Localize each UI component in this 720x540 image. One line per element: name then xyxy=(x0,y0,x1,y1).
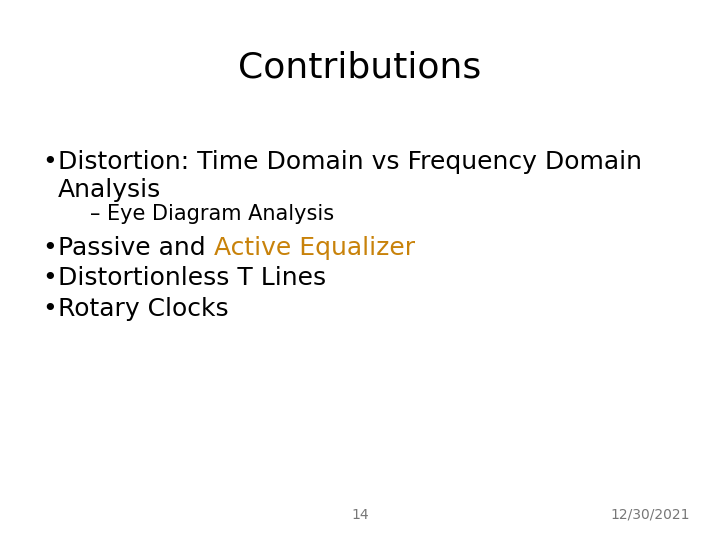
Text: •: • xyxy=(42,150,57,174)
Text: •: • xyxy=(42,297,57,321)
Text: •: • xyxy=(42,235,57,260)
Text: Passive and: Passive and xyxy=(58,235,214,260)
Text: 12/30/2021: 12/30/2021 xyxy=(611,508,690,522)
Text: Rotary Clocks: Rotary Clocks xyxy=(58,297,229,321)
Text: Active Equalizer: Active Equalizer xyxy=(214,235,415,260)
Text: Contributions: Contributions xyxy=(238,50,482,84)
Text: Distortion: Time Domain vs Frequency Domain: Distortion: Time Domain vs Frequency Dom… xyxy=(58,150,642,174)
Text: Analysis: Analysis xyxy=(58,178,161,202)
Text: Distortionless T Lines: Distortionless T Lines xyxy=(58,266,326,291)
Text: 14: 14 xyxy=(351,508,369,522)
Text: •: • xyxy=(42,266,57,291)
Text: – Eye Diagram Analysis: – Eye Diagram Analysis xyxy=(90,204,334,224)
